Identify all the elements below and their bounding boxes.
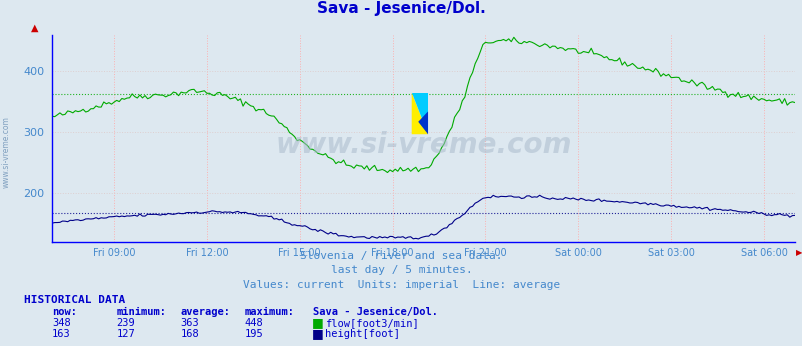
Text: Slovenia / river and sea data.: Slovenia / river and sea data.: [300, 251, 502, 261]
Text: 448: 448: [245, 318, 263, 328]
Text: last day / 5 minutes.: last day / 5 minutes.: [330, 265, 472, 275]
Text: ▶: ▶: [796, 248, 802, 257]
Text: Sava - Jesenice/Dol.: Sava - Jesenice/Dol.: [317, 1, 485, 16]
Polygon shape: [411, 93, 427, 134]
Polygon shape: [411, 93, 427, 134]
Text: ■: ■: [311, 327, 323, 340]
Text: HISTORICAL DATA: HISTORICAL DATA: [24, 295, 125, 305]
Text: 363: 363: [180, 318, 199, 328]
Text: Values: current  Units: imperial  Line: average: Values: current Units: imperial Line: av…: [242, 280, 560, 290]
Text: flow[foot3/min]: flow[foot3/min]: [325, 318, 419, 328]
Text: 195: 195: [245, 329, 263, 339]
Text: 348: 348: [52, 318, 71, 328]
Text: minimum:: minimum:: [116, 307, 166, 317]
Text: ■: ■: [311, 316, 323, 329]
Text: Sava - Jesenice/Dol.: Sava - Jesenice/Dol.: [313, 307, 438, 317]
Text: maximum:: maximum:: [245, 307, 294, 317]
Text: 163: 163: [52, 329, 71, 339]
Text: 127: 127: [116, 329, 135, 339]
Polygon shape: [418, 111, 427, 134]
Text: www.si-vreme.com: www.si-vreme.com: [275, 131, 571, 158]
Text: height[foot]: height[foot]: [325, 329, 399, 339]
Text: now:: now:: [52, 307, 77, 317]
Text: www.si-vreme.com: www.si-vreme.com: [2, 116, 11, 188]
Text: average:: average:: [180, 307, 230, 317]
Text: 168: 168: [180, 329, 199, 339]
Text: 239: 239: [116, 318, 135, 328]
Text: ▲: ▲: [31, 23, 38, 33]
